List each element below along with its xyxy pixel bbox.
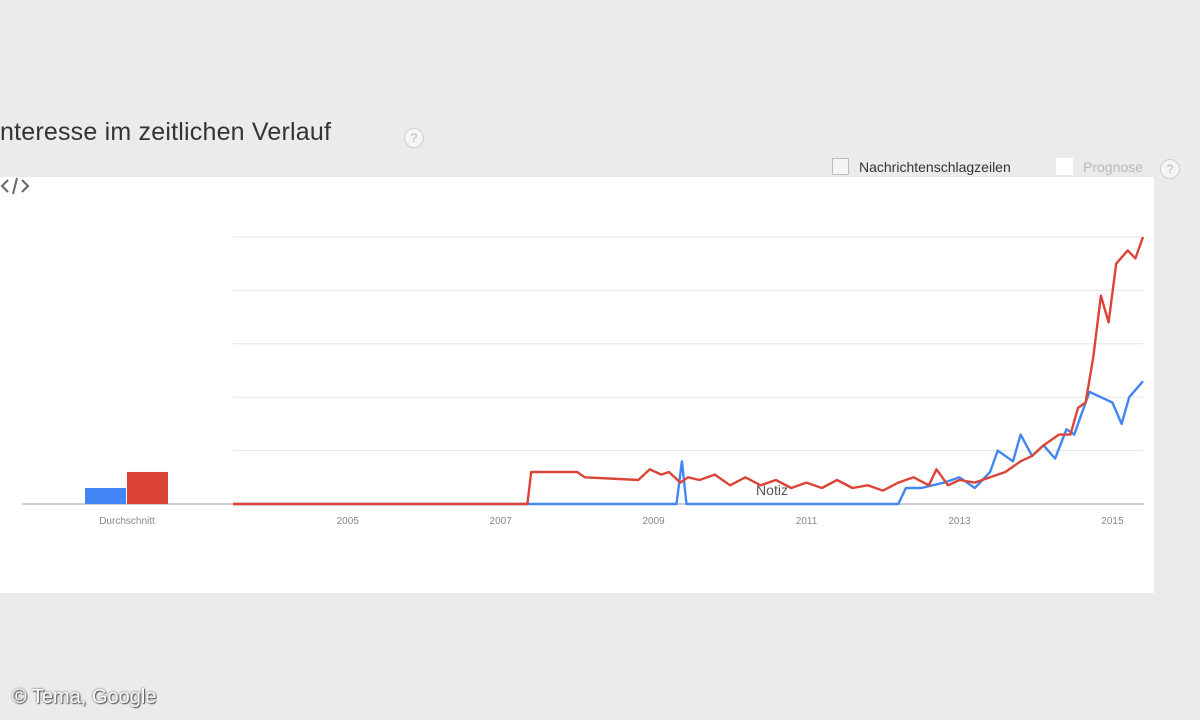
average-bars: Durchschnitt	[85, 471, 168, 527]
options-help-icon[interactable]: ?	[1160, 159, 1180, 179]
x-tick-label: 2011	[796, 516, 818, 527]
average-bar-blue	[85, 487, 126, 504]
copyright-notice: © Tema, Google	[12, 686, 157, 708]
news-headlines-option[interactable]: Nachrichtenschlagzeilen	[832, 158, 1011, 175]
news-headlines-label: Nachrichtenschlagzeilen	[859, 158, 1011, 175]
x-tick-label: 2015	[1101, 516, 1124, 527]
x-tick-label: 2005	[337, 516, 360, 527]
forecast-option[interactable]: Prognose	[1056, 158, 1143, 175]
x-tick-label: 2013	[948, 516, 971, 527]
x-axis-ticks: 2005 2007 2009 2011 2013 2015	[337, 516, 1124, 527]
gridlines	[233, 236, 1143, 452]
series-lines	[233, 236, 1145, 506]
x-tick-label: 2007	[490, 516, 513, 527]
chart-panel: Durchschnitt 2005 2007 2009 2011 2013 2015 No…	[0, 177, 1154, 593]
embed-code-icon[interactable]	[0, 177, 30, 195]
note-annotation[interactable]: Notiz	[756, 482, 788, 498]
average-bar-red	[127, 471, 168, 504]
series-line-red	[233, 236, 1145, 506]
forecast-label: Prognose	[1083, 158, 1143, 175]
chart-section-title: nteresse im zeitlichen Verlauf	[0, 118, 332, 146]
x-tick-label: 2009	[642, 516, 665, 527]
help-icon[interactable]: ?	[404, 128, 424, 148]
average-label: Durchschnitt	[99, 516, 155, 527]
series-line-blue	[233, 380, 1144, 506]
forecast-checkbox[interactable]	[1056, 158, 1073, 175]
interest-over-time-chart: Durchschnitt 2005 2007 2009 2011 2013 2015 No…	[22, 236, 1145, 527]
news-headlines-checkbox[interactable]	[832, 158, 849, 175]
